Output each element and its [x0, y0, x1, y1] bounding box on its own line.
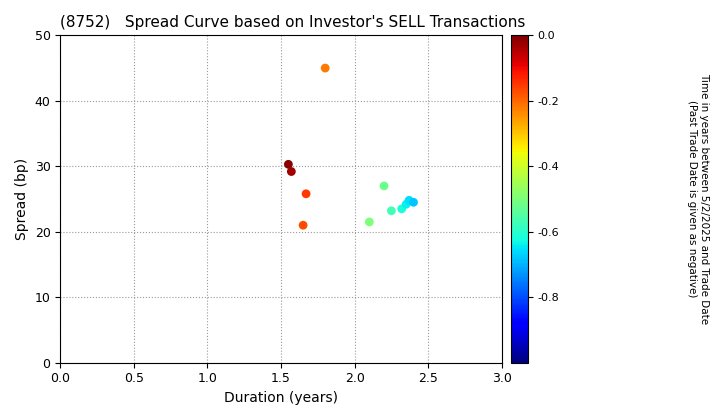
Point	[364, 218, 375, 225]
Point	[320, 65, 331, 71]
Point	[378, 183, 390, 189]
X-axis label: Duration (years): Duration (years)	[224, 391, 338, 405]
Point	[283, 161, 294, 168]
Point	[403, 197, 415, 204]
Y-axis label: Spread (bp): Spread (bp)	[15, 158, 29, 240]
Point	[408, 199, 419, 206]
Point	[297, 222, 309, 228]
Point	[300, 190, 312, 197]
Point	[396, 205, 408, 212]
Point	[286, 168, 297, 175]
Point	[400, 201, 412, 207]
Point	[386, 207, 397, 214]
Text: (8752)   Spread Curve based on Investor's SELL Transactions: (8752) Spread Curve based on Investor's …	[60, 15, 526, 30]
Y-axis label: Time in years between 5/2/2025 and Trade Date
(Past Trade Date is given as negat: Time in years between 5/2/2025 and Trade…	[687, 74, 708, 325]
